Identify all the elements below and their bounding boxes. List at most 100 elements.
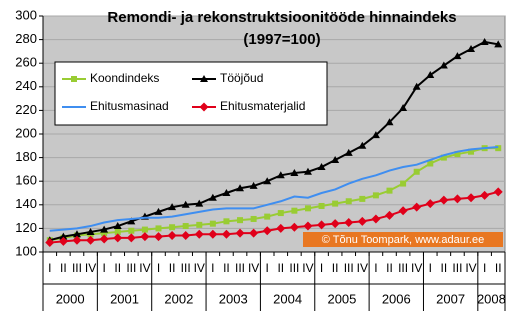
marker	[468, 148, 475, 155]
marker	[439, 195, 449, 205]
x-tick-label: III	[72, 261, 82, 275]
marker	[466, 193, 476, 203]
group-label: 2000	[56, 291, 85, 306]
y-tick-label: 140	[15, 196, 37, 211]
y-tick-label: 180	[15, 149, 37, 164]
marker	[385, 210, 394, 220]
x-tick-label: IV	[139, 261, 150, 275]
x-tick-label: II	[60, 261, 67, 275]
x-tick-label: III	[289, 261, 299, 275]
marker	[126, 233, 136, 243]
marker	[467, 45, 476, 53]
marker	[168, 203, 177, 211]
marker	[440, 154, 447, 161]
marker	[208, 229, 218, 239]
x-tick-label: II	[495, 261, 502, 275]
x-tick-label: III	[452, 261, 462, 275]
marker	[426, 71, 435, 78]
marker	[413, 168, 420, 175]
marker	[452, 194, 462, 204]
series-line	[49, 147, 499, 242]
y-tick-label: 120	[15, 220, 37, 235]
x-tick-label: II	[114, 261, 121, 275]
marker	[289, 222, 299, 232]
marker	[59, 232, 68, 240]
series-line	[49, 40, 499, 242]
marker	[304, 205, 311, 212]
marker	[345, 198, 352, 205]
series-line	[49, 190, 499, 244]
marker	[72, 230, 81, 238]
marker	[200, 75, 208, 82]
x-tick-label: III	[235, 261, 245, 275]
y-tick-label: 220	[15, 102, 37, 117]
marker	[494, 40, 503, 48]
group-label: 2002	[164, 291, 193, 306]
marker	[196, 221, 203, 228]
x-tick-label: I	[211, 261, 214, 275]
marker	[155, 225, 162, 232]
marker	[140, 232, 150, 242]
marker	[262, 226, 272, 236]
y-tick-label: 100	[15, 243, 37, 258]
x-tick-label: IV	[248, 261, 259, 275]
marker	[235, 228, 245, 238]
marker	[291, 207, 298, 214]
x-tick-label: I	[429, 261, 432, 275]
x-tick-label: II	[169, 261, 176, 275]
y-tick-label: 240	[15, 78, 37, 93]
group-label: 2003	[219, 291, 248, 306]
marker	[425, 199, 435, 209]
marker	[223, 218, 230, 225]
y-tick-label: 300	[15, 7, 37, 22]
marker	[127, 217, 136, 225]
y-tick-label: 260	[15, 55, 37, 70]
marker	[330, 219, 340, 229]
marker	[331, 155, 340, 163]
legend-label: Tööjõud	[220, 71, 263, 85]
x-tick-label: IV	[302, 261, 313, 275]
marker	[303, 167, 312, 175]
marker	[182, 223, 189, 230]
marker	[480, 37, 489, 45]
marker	[72, 235, 82, 245]
marker	[454, 151, 461, 158]
x-tick-label: I	[483, 261, 486, 275]
marker	[167, 230, 177, 240]
marker	[222, 189, 231, 196]
marker	[344, 218, 354, 227]
x-tick-label: IV	[194, 261, 205, 275]
legend-label: Ehitusmaterjalid	[220, 99, 305, 113]
marker	[276, 171, 285, 179]
x-tick-label: II	[386, 261, 393, 275]
x-tick-label: I	[102, 261, 105, 275]
marker	[181, 230, 191, 240]
marker	[154, 232, 163, 242]
marker	[194, 229, 204, 239]
marker	[114, 228, 121, 235]
marker	[195, 199, 204, 207]
marker	[141, 226, 148, 233]
x-tick-label: IV	[357, 261, 368, 275]
marker	[317, 163, 326, 171]
marker	[439, 61, 448, 69]
marker	[113, 222, 122, 230]
marker	[208, 193, 217, 201]
marker	[264, 213, 271, 220]
marker	[358, 141, 367, 149]
marker	[359, 195, 366, 202]
marker	[58, 236, 68, 246]
marker	[99, 234, 109, 244]
marker	[398, 206, 408, 216]
x-tick-label: III	[181, 261, 191, 275]
x-tick-label: IV	[465, 261, 476, 275]
marker	[290, 168, 299, 176]
legend	[54, 61, 328, 126]
marker	[386, 187, 393, 194]
x-tick-label: II	[332, 261, 339, 275]
marker	[169, 224, 176, 231]
marker	[86, 235, 96, 245]
legend-label: Koondindeks	[90, 71, 159, 85]
marker	[86, 227, 95, 235]
marker	[371, 214, 381, 224]
